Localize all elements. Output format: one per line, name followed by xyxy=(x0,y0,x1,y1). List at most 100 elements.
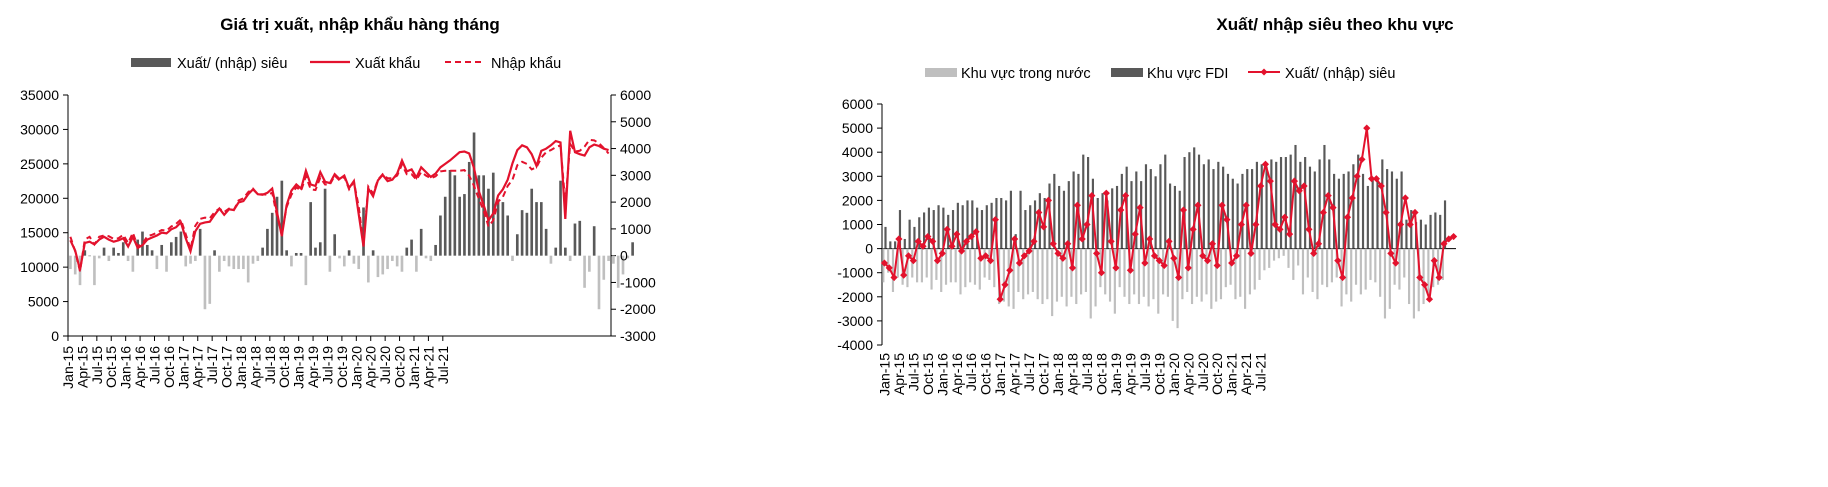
chart1-balance-bar xyxy=(218,255,221,272)
chart2-fdi-bar xyxy=(1424,224,1427,249)
chart2-balance-marker xyxy=(1300,182,1308,190)
chart2-domestic-bar xyxy=(916,248,919,283)
chart1-balance-bar xyxy=(203,255,207,310)
chart1-balance-bar xyxy=(342,255,346,267)
chart2-domestic-bar xyxy=(1364,248,1367,290)
chart1-x-tick-label: Apr-16 xyxy=(132,346,148,388)
chart2-x-tick-label: Apr-17 xyxy=(1007,353,1023,395)
chart2-fdi-bar xyxy=(1106,200,1109,249)
chart2-fdi-bar xyxy=(1062,190,1066,249)
chart2-domestic-bar xyxy=(944,248,948,285)
chart2-fdi-bar xyxy=(1410,210,1413,249)
chart2-fdi-bar xyxy=(1159,164,1162,249)
chart1-balance-bar xyxy=(564,247,567,256)
chart-monthly-trade: Giá trị xuất, nhập khẩu hàng tháng Xuất/… xyxy=(20,15,656,389)
chart2-fdi-bar xyxy=(927,207,930,249)
chart2-domestic-bar xyxy=(1219,248,1223,300)
chart2-fdi-bar xyxy=(1222,166,1225,249)
chart2-balance-marker xyxy=(986,257,995,265)
chart1-balance-bar xyxy=(280,180,284,256)
chart2-balance-marker xyxy=(1049,240,1057,248)
chart2-domestic-bar xyxy=(1354,248,1358,285)
chart2-domestic-bar xyxy=(1118,248,1121,288)
chart2-balance-marker xyxy=(904,252,913,260)
chart1-balance-bar xyxy=(145,244,149,256)
chart2-fdi-bar xyxy=(1091,178,1094,249)
chart1-balance-bar xyxy=(261,247,264,256)
chart1-balance-bar xyxy=(559,180,562,256)
chart2-domestic-bar xyxy=(1316,248,1319,300)
chart2-x-tick-label: Jul-16 xyxy=(963,353,979,391)
chart2-domestic-bar xyxy=(1070,248,1073,297)
chart2-fdi-bar xyxy=(1067,181,1070,249)
chart1-balance-bar xyxy=(626,255,630,259)
chart2-balance-marker xyxy=(1449,232,1458,241)
chart2-x-tick-label: Jul-19 xyxy=(1137,353,1153,391)
chart2-fdi-bar xyxy=(913,226,916,249)
chart1-import-line xyxy=(69,138,610,272)
chart1-balance-bar xyxy=(213,250,216,256)
chart1-balance-bar xyxy=(501,202,505,256)
chart2-fdi-bar xyxy=(1260,164,1263,249)
chart2-axes xyxy=(877,103,1456,346)
chart2-domestic-bar xyxy=(1422,248,1425,305)
chart2-x-tick-label: Jul-20 xyxy=(1195,353,1211,391)
chart2-balance-marker xyxy=(1319,208,1327,217)
chart2-fdi-bar xyxy=(1005,200,1008,249)
chart1-balance-bar xyxy=(592,226,596,256)
chart1-x-tick-label: Apr-21 xyxy=(420,346,436,388)
chart2-balance-marker xyxy=(1281,213,1289,221)
chart2-fdi-bar xyxy=(1395,178,1398,249)
chart2-fdi-bar xyxy=(951,210,955,249)
chart2-domestic-bar xyxy=(1099,248,1102,288)
chart2-x-tick-label: Jul-15 xyxy=(905,353,921,391)
chart1-bars xyxy=(69,132,634,310)
chart2-x-tick-label: Jul-18 xyxy=(1079,353,1095,391)
chart1-balance-bar xyxy=(549,255,553,264)
chart2-fdi-bar xyxy=(1304,157,1307,249)
chart2-fdi-bar xyxy=(942,207,945,249)
chart2-fdi-bar xyxy=(1400,171,1403,249)
chart1-balance-bar xyxy=(73,255,77,275)
chart2-fdi-bar xyxy=(937,205,940,249)
chart2-domestic-bar xyxy=(1055,248,1059,302)
chart1-balance-bar xyxy=(266,228,269,256)
chart2-domestic-bar xyxy=(1248,248,1251,295)
chart2-fdi-bar xyxy=(1299,161,1302,249)
chart2-domestic-bar xyxy=(1335,248,1338,278)
chart2-balance-marker xyxy=(1445,235,1453,243)
chart1-balance-bar xyxy=(405,247,409,256)
chart1-balance-bar xyxy=(169,242,173,256)
chart2-balance-marker xyxy=(948,242,956,250)
chart1-balance-bar xyxy=(573,223,577,256)
chart2-domestic-bar xyxy=(1205,248,1208,295)
chart2-x-tick-label: Jan-16 xyxy=(934,353,950,396)
chart2-balance-marker xyxy=(1295,187,1303,195)
chart2-balance-marker xyxy=(1064,240,1072,248)
chart1-balance-bar xyxy=(150,250,154,256)
chart2-domestic-bar xyxy=(978,248,981,290)
chart2-balance-marker xyxy=(1136,204,1144,212)
chart2-x-tick-label: Jul-21 xyxy=(1253,353,1269,391)
chart1-balance-bar xyxy=(631,242,634,256)
chart2-x-tick-label: Oct-15 xyxy=(920,353,936,395)
chart1-right-tick-label: 1000 xyxy=(620,221,651,237)
chart2-fdi-bar xyxy=(1347,171,1350,249)
chart2-fdi-bar xyxy=(956,202,959,249)
chart1-right-tick-label: 5000 xyxy=(620,114,651,130)
chart2-fdi-bar xyxy=(1087,157,1090,249)
chart2-fdi-bar xyxy=(1381,159,1384,249)
chart1-balance-bar xyxy=(448,169,452,256)
chart2-fdi-bar xyxy=(1120,173,1123,249)
chart2-domestic-bar xyxy=(1152,248,1155,300)
chart2-title: Xuất/ nhập siêu theo khu vực xyxy=(1216,15,1453,34)
chart2-balance-marker xyxy=(1030,237,1038,245)
chart2-domestic-bar xyxy=(1051,248,1054,317)
chart2-fdi-bar xyxy=(1111,188,1114,249)
chart2-fdi-bar xyxy=(1202,164,1205,249)
chart2-balance-marker xyxy=(1425,295,1434,303)
chart2-domestic-bar xyxy=(1108,248,1112,302)
chart2-balance-marker xyxy=(1252,220,1260,229)
chart1-lines xyxy=(69,130,610,272)
chart2-x-tick-label: Oct-17 xyxy=(1036,353,1052,395)
